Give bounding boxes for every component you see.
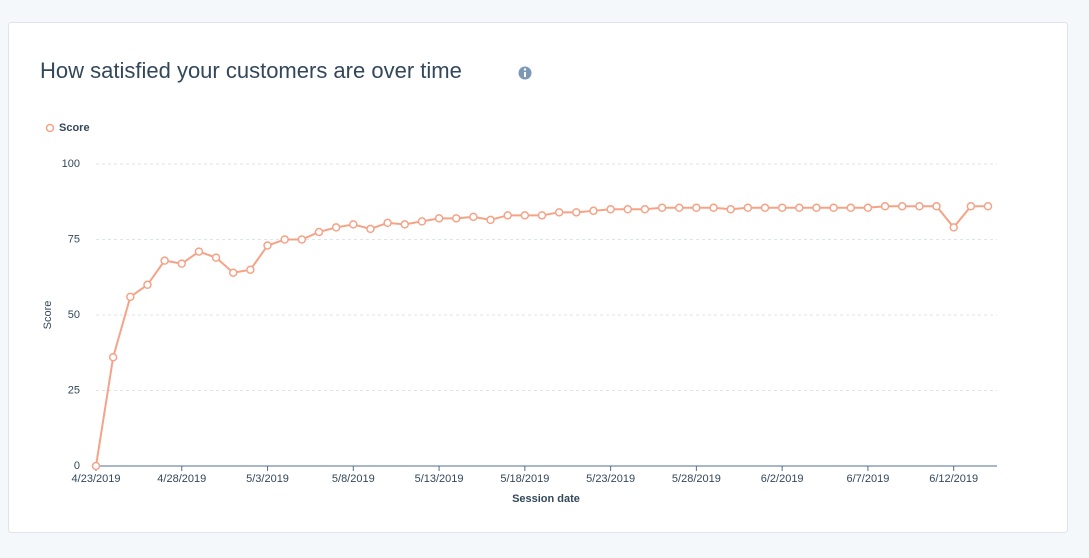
legend-marker <box>45 123 55 133</box>
x-tick-label: 5/13/2019 <box>415 473 464 485</box>
x-axis-label: Session date <box>512 493 580 505</box>
x-tick-label: 4/28/2019 <box>157 473 206 485</box>
x-tick-label: 5/8/2019 <box>332 473 375 485</box>
point <box>709 203 718 213</box>
point <box>126 292 135 302</box>
point <box>537 211 547 220</box>
point <box>863 203 873 213</box>
point <box>966 202 976 211</box>
x-tick-label: 6/12/2019 <box>929 473 978 485</box>
card <box>8 22 1068 533</box>
point <box>589 206 598 216</box>
point <box>829 203 838 213</box>
point <box>726 205 735 214</box>
point <box>983 202 993 211</box>
point <box>228 268 238 277</box>
point <box>177 259 187 268</box>
point <box>897 202 907 211</box>
point <box>743 203 753 213</box>
point <box>760 203 770 213</box>
point <box>503 211 512 220</box>
point <box>554 208 564 217</box>
x-tick-label: 5/28/2019 <box>672 473 721 485</box>
legend-label: Score <box>59 122 90 134</box>
point <box>143 280 152 290</box>
point <box>777 203 787 213</box>
point <box>657 203 667 213</box>
point <box>451 214 461 223</box>
point <box>297 235 307 244</box>
y-tick-label: 75 <box>68 233 80 245</box>
point <box>434 214 444 223</box>
point <box>314 227 324 237</box>
point <box>520 211 530 220</box>
y-axis-label: Score <box>42 301 54 330</box>
point <box>606 205 615 214</box>
x-tick-label: 5/18/2019 <box>500 473 549 485</box>
point <box>108 353 118 362</box>
point <box>674 203 684 213</box>
x-tick-label: 4/23/2019 <box>72 473 121 485</box>
x-tick-label: 6/7/2019 <box>847 473 890 485</box>
point <box>400 220 410 229</box>
point <box>194 247 204 256</box>
info-icon[interactable] <box>518 66 532 80</box>
point <box>640 205 650 214</box>
point <box>469 212 478 222</box>
point <box>572 208 581 217</box>
point <box>949 223 958 232</box>
point <box>932 202 941 211</box>
point <box>486 215 495 225</box>
point <box>331 223 341 232</box>
point <box>623 205 633 214</box>
point <box>349 220 358 229</box>
point <box>160 256 169 265</box>
point <box>812 203 821 213</box>
y-tick-label: 100 <box>62 158 80 170</box>
point <box>91 461 101 471</box>
point <box>383 218 392 228</box>
x-tick-label: 5/23/2019 <box>586 473 635 485</box>
point <box>915 202 924 211</box>
x-tick-label: 6/2/2019 <box>761 473 804 485</box>
point <box>692 203 701 213</box>
point <box>211 253 221 262</box>
y-tick-label: 25 <box>68 384 80 396</box>
chart-title: How satisfied your customers are over ti… <box>40 58 462 83</box>
point <box>263 241 272 250</box>
point <box>880 202 890 211</box>
point <box>795 203 804 213</box>
point <box>366 224 375 234</box>
point <box>246 265 255 274</box>
point <box>417 217 427 226</box>
y-tick-label: 50 <box>68 309 80 321</box>
point <box>280 235 289 244</box>
x-tick-label: 5/3/2019 <box>246 473 289 485</box>
point <box>846 203 856 213</box>
y-tick-label: 0 <box>74 460 80 472</box>
